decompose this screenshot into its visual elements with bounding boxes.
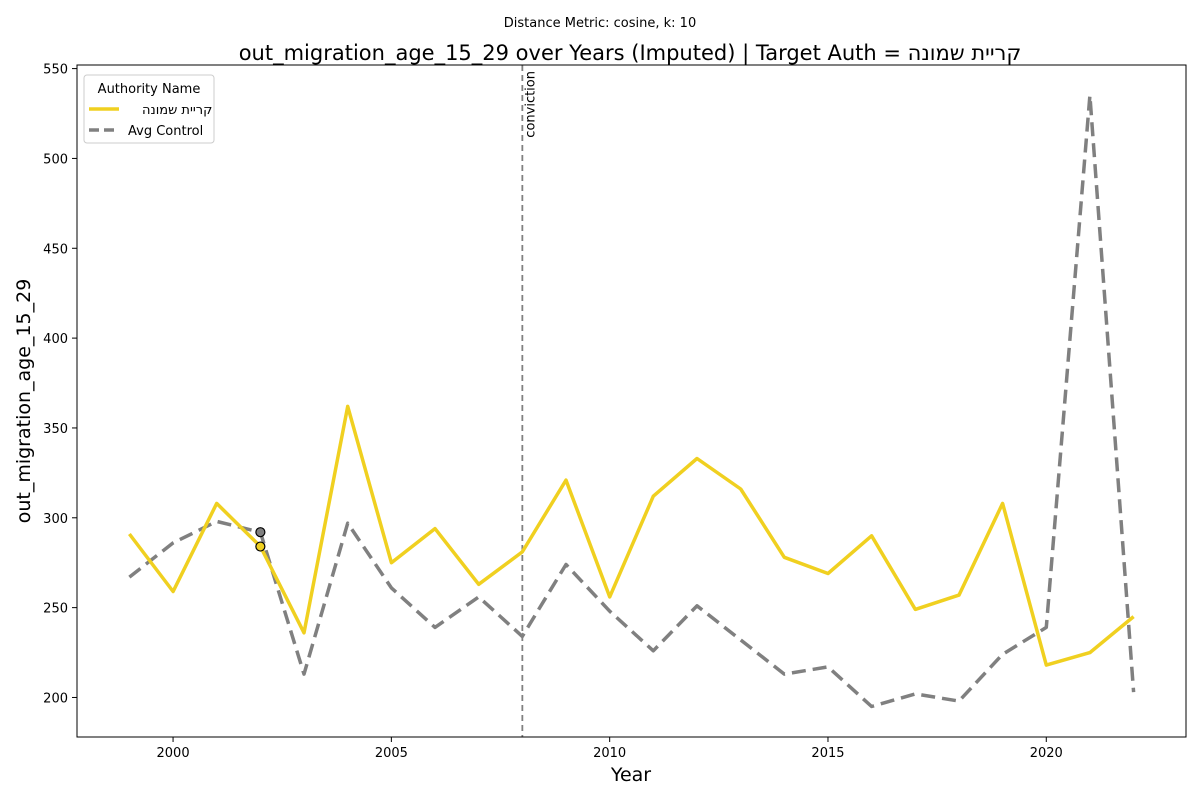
- y-axis-label: out_migration_age_15_29: [13, 279, 35, 524]
- legend-box: [83, 74, 215, 144]
- chart-subtitle: Distance Metric: cosine, k: 10: [504, 16, 696, 31]
- x-axis: 2000 2005 2010 2015 2020: [157, 737, 1063, 761]
- y-tick-label: 400: [43, 332, 68, 347]
- legend-title: Authority Name: [98, 82, 201, 97]
- legend-entry-target: קריית שמונה: [142, 103, 212, 118]
- conviction-label: conviction: [523, 71, 538, 138]
- series-line-target: [128, 404, 1135, 667]
- point-marker-control: [255, 527, 266, 538]
- legend: Authority Name קריית שמונה Avg Control: [83, 74, 215, 144]
- point-marker-target: [255, 541, 266, 552]
- chart-title: out_migration_age_15_29 over Years (Impu…: [239, 41, 1022, 66]
- y-tick-label: 500: [43, 152, 68, 167]
- y-tick-label: 300: [43, 512, 68, 527]
- x-tick-label: 2000: [157, 746, 190, 761]
- x-tick-label: 2005: [375, 746, 408, 761]
- x-tick-label: 2015: [811, 746, 844, 761]
- x-tick-label: 2010: [593, 746, 626, 761]
- y-tick-label: 200: [43, 691, 68, 706]
- series-line-control: [128, 93, 1136, 709]
- plot-frame: [76, 64, 1187, 738]
- x-axis-label: Year: [610, 764, 651, 786]
- y-axis: 200 250 300 350 400 450 500 550: [43, 63, 77, 706]
- y-tick-label: 450: [43, 242, 68, 257]
- y-tick-label: 350: [43, 422, 68, 437]
- y-tick-label: 250: [43, 602, 68, 617]
- x-tick-label: 2020: [1030, 746, 1063, 761]
- plot-area: conviction: [128, 65, 1136, 737]
- y-tick-label: 550: [43, 63, 68, 78]
- legend-entry-control: Avg Control: [128, 124, 203, 139]
